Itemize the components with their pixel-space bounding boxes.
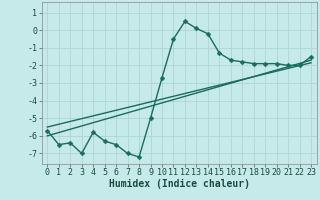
X-axis label: Humidex (Indice chaleur): Humidex (Indice chaleur)	[109, 179, 250, 189]
